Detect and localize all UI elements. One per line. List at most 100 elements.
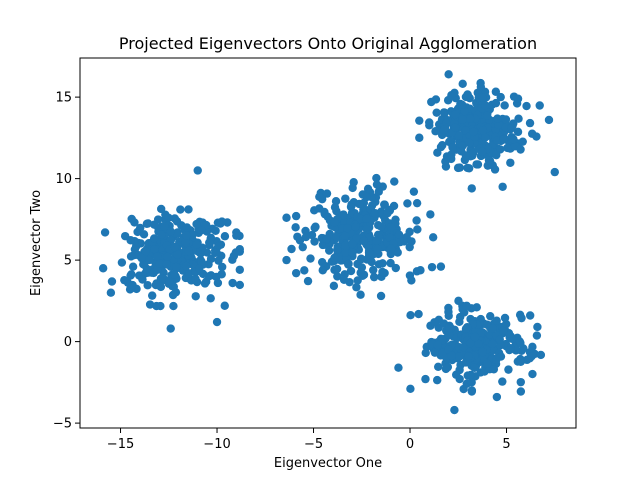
data-point <box>348 239 357 249</box>
data-point <box>478 126 488 135</box>
data-point <box>169 301 178 311</box>
x-axis: −15 −10 −5 0 5 <box>107 428 511 452</box>
data-point <box>444 307 453 317</box>
y-axis-label: Eigenvector Two <box>29 190 44 296</box>
data-point <box>330 218 339 227</box>
data-point <box>181 237 190 247</box>
data-point <box>428 233 438 242</box>
data-point <box>484 156 494 165</box>
data-point <box>488 339 497 349</box>
data-point <box>430 318 439 327</box>
data-point <box>193 166 202 175</box>
y-tick-label: 15 <box>55 91 72 106</box>
data-point <box>425 118 434 127</box>
data-point <box>300 266 309 275</box>
data-point <box>455 365 464 375</box>
data-point <box>516 387 526 396</box>
data-point <box>528 342 537 352</box>
data-point <box>139 260 148 269</box>
data-point <box>184 246 193 256</box>
data-point <box>378 267 387 277</box>
data-point <box>407 237 416 246</box>
data-point <box>451 123 460 132</box>
data-point <box>513 94 523 103</box>
y-tick-label: 5 <box>64 254 72 269</box>
x-tick-label: −10 <box>203 437 230 452</box>
data-point <box>315 204 324 213</box>
data-point <box>525 311 535 320</box>
data-point <box>191 292 200 301</box>
data-point <box>152 301 161 311</box>
data-point <box>500 313 510 323</box>
data-point <box>499 326 508 336</box>
data-point <box>346 266 356 276</box>
data-point <box>461 151 471 160</box>
data-point <box>131 242 141 251</box>
data-point <box>394 363 403 372</box>
data-point <box>465 138 474 148</box>
data-point <box>372 180 382 189</box>
data-point <box>447 150 456 159</box>
x-tick-label: 5 <box>502 437 510 452</box>
data-point <box>513 127 523 137</box>
data-point <box>212 272 221 282</box>
data-point <box>150 245 159 254</box>
data-point <box>352 283 361 292</box>
data-point <box>499 135 508 144</box>
data-point <box>444 70 453 79</box>
data-point <box>162 260 171 269</box>
data-point <box>220 301 229 310</box>
data-point <box>461 324 471 334</box>
data-point <box>458 141 468 150</box>
data-point <box>445 323 454 333</box>
data-point <box>182 223 192 232</box>
data-point <box>436 262 446 271</box>
data-point <box>426 210 435 219</box>
data-point <box>430 348 440 357</box>
data-point <box>192 219 201 229</box>
data-point <box>192 240 201 249</box>
data-point <box>212 317 222 327</box>
data-point <box>301 226 310 236</box>
data-point <box>156 282 165 291</box>
data-point <box>295 236 305 245</box>
data-point <box>436 142 446 152</box>
plot-frame <box>79 57 577 429</box>
data-point <box>217 217 227 226</box>
data-point <box>325 246 334 255</box>
data-point <box>362 192 371 202</box>
y-axis: −5 0 5 10 15 <box>53 91 80 432</box>
data-point <box>517 313 526 323</box>
data-point <box>235 265 244 274</box>
data-point <box>139 230 149 239</box>
data-point <box>415 116 424 125</box>
data-point <box>318 266 327 275</box>
data-point <box>212 248 221 257</box>
data-point <box>195 264 204 273</box>
data-point <box>357 254 366 264</box>
data-point <box>496 92 505 102</box>
data-point <box>383 209 392 218</box>
data-point <box>406 311 415 320</box>
data-point <box>516 145 525 154</box>
data-point <box>463 163 472 173</box>
data-point <box>197 226 206 235</box>
data-point <box>413 225 422 234</box>
data-point <box>467 184 476 193</box>
data-point <box>365 232 374 242</box>
data-point <box>291 211 301 221</box>
data-point <box>412 267 422 276</box>
data-point <box>527 129 537 138</box>
data-point <box>488 324 497 333</box>
x-tick-label: −15 <box>107 437 134 452</box>
data-point <box>120 275 129 285</box>
data-point <box>386 223 396 232</box>
data-point <box>214 256 223 265</box>
data-point <box>282 255 291 265</box>
y-tick-label: 0 <box>64 335 72 350</box>
data-point <box>372 236 381 245</box>
data-point <box>439 125 449 135</box>
data-point <box>333 272 342 281</box>
data-point <box>469 127 478 137</box>
data-point <box>450 405 459 415</box>
